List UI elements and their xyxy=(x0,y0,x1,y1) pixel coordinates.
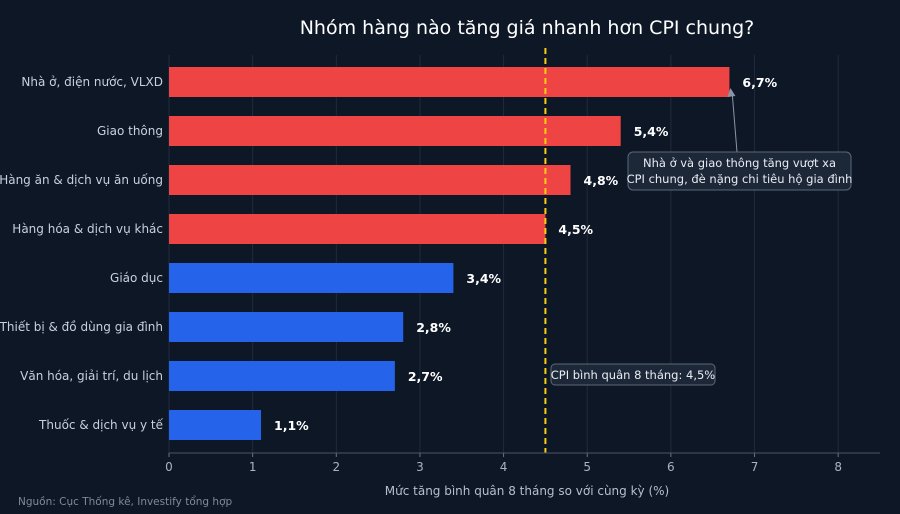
category-label-7: Văn hóa, giải trí, du lịch xyxy=(20,369,163,383)
bar-7 xyxy=(169,361,395,391)
value-label-5: 3,4% xyxy=(466,271,501,286)
category-label-5: Giáo dục xyxy=(110,271,163,285)
bar-2 xyxy=(169,116,621,146)
bar-1 xyxy=(169,67,730,97)
x-axis-label: Mức tăng bình quân 8 tháng so với cùng k… xyxy=(385,484,669,498)
bar-6 xyxy=(169,312,404,342)
x-tick-label-1: 1 xyxy=(249,460,257,474)
cpi-label-box xyxy=(550,363,716,386)
x-tick-label-0: 0 xyxy=(165,460,173,474)
value-label-7: 2,7% xyxy=(408,369,443,384)
cpi-label-text: CPI bình quân 8 tháng: 4,5% xyxy=(551,368,716,382)
bar-8 xyxy=(169,410,262,440)
chart-title: Nhóm hàng nào tăng giá nhanh hơn CPI chu… xyxy=(300,17,755,39)
bar-group xyxy=(169,67,730,440)
bar-3 xyxy=(169,165,571,195)
category-label-4: Hàng hóa & dịch vụ khác xyxy=(12,222,163,236)
annotation-box xyxy=(627,151,852,191)
category-label-8: Thuốc & dịch vụ y tế xyxy=(38,418,164,432)
x-tick-label-8: 8 xyxy=(834,460,842,474)
value-label-8: 1,1% xyxy=(274,418,309,433)
bar-5 xyxy=(169,263,454,293)
value-label-1: 6,7% xyxy=(742,75,777,90)
value-label-6: 2,8% xyxy=(416,320,451,335)
value-labels: 6,7% 5,4% 4,8% 4,5% 3,4% 2,8% 2,7% 1,1% xyxy=(274,75,778,433)
x-tick-label-7: 7 xyxy=(751,460,759,474)
x-tick-label-5: 5 xyxy=(583,460,591,474)
source-note: Nguồn: Cục Thống kê, Investify tổng hợp xyxy=(18,495,232,508)
category-label-6: Thiết bị & đồ dùng gia đình xyxy=(0,320,163,334)
annotation-text-line-1: Nhà ở và giao thông tăng vượt xa xyxy=(643,156,836,170)
annotation-group: Nhà ở và giao thông tăng vượt xa CPI chun… xyxy=(627,88,853,191)
x-tick-label-2: 2 xyxy=(332,460,340,474)
reference-line-group: CPI bình quân 8 tháng: 4,5% xyxy=(544,48,716,453)
value-label-2: 5,4% xyxy=(634,124,669,139)
x-tick-label-6: 6 xyxy=(667,460,675,474)
category-label-2: Giao thông xyxy=(97,124,163,138)
annotation-arrow xyxy=(731,95,738,153)
annotation-text-line-2: CPI chung, đè nặng chi tiêu hộ gia đình xyxy=(627,172,853,186)
category-labels: Nhà ở, điện nước, VLXD Giao thông Hàng ăn … xyxy=(0,75,164,432)
category-label-3: Hàng ăn & dịch vụ ăn uống xyxy=(0,173,163,187)
grid-lines xyxy=(168,55,839,453)
x-tick-label-3: 3 xyxy=(416,460,424,474)
annotation-arrowhead xyxy=(727,88,736,97)
bar-4 xyxy=(169,214,546,244)
x-axis: 0 1 2 3 4 5 6 7 8 xyxy=(165,452,880,474)
x-tick-label-4: 4 xyxy=(500,460,508,474)
value-label-3: 4,8% xyxy=(584,173,619,188)
category-label-1: Nhà ở, điện nước, VLXD xyxy=(21,75,163,89)
value-label-4: 4,5% xyxy=(558,222,593,237)
